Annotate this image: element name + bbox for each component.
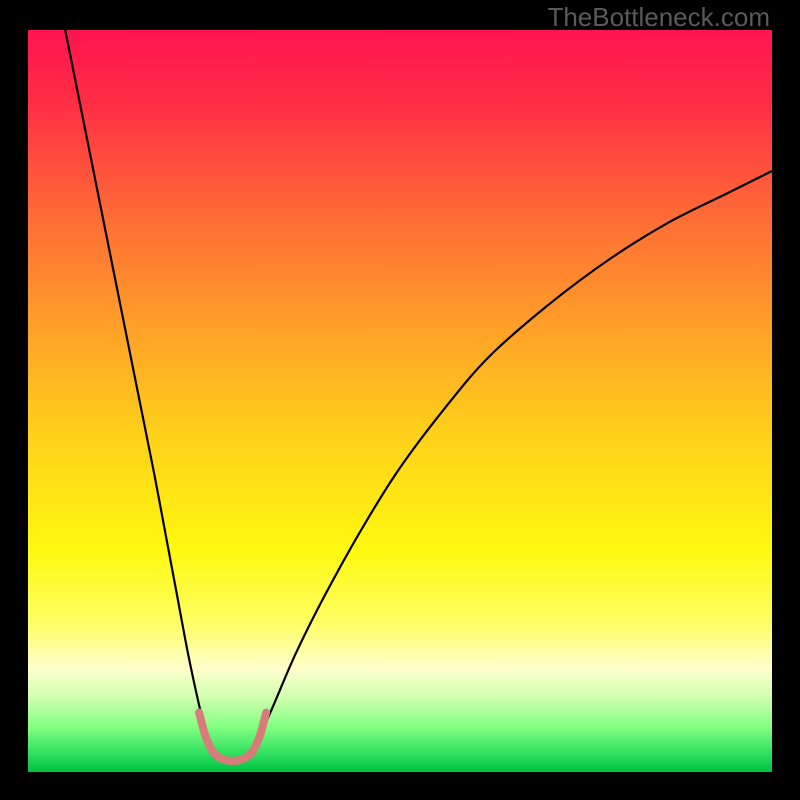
watermark-text: TheBottleneck.com xyxy=(547,2,770,33)
bottleneck-chart xyxy=(0,0,800,800)
chart-frame: TheBottleneck.com xyxy=(0,0,800,800)
